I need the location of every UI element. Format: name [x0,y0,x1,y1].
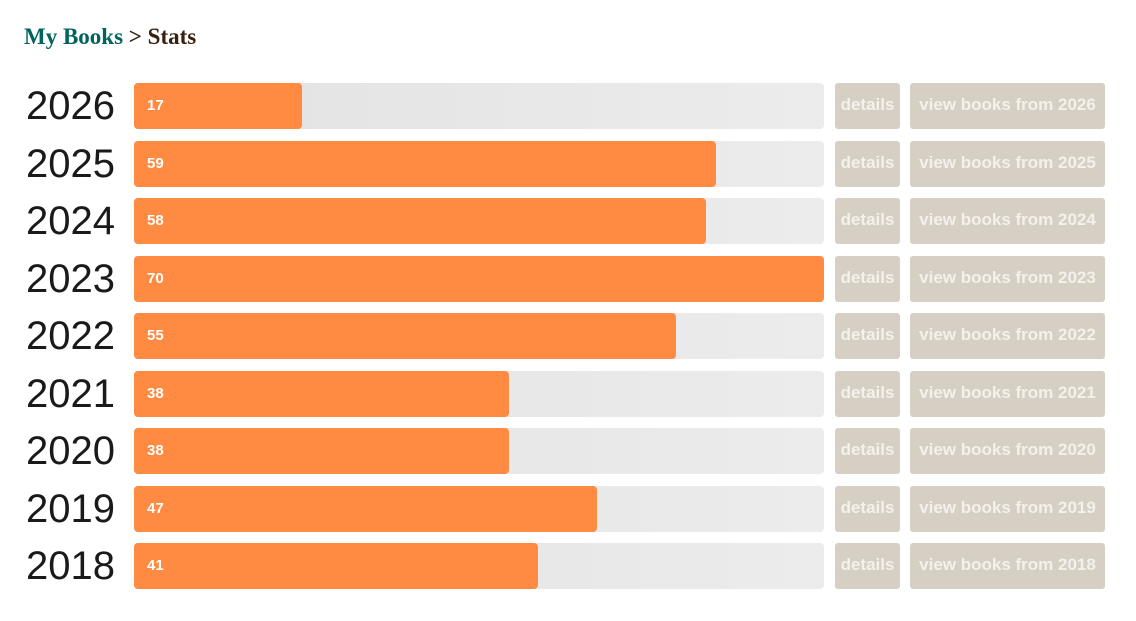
breadcrumb: My Books > Stats [24,24,196,50]
bar-count-label: 55 [147,327,164,344]
bar: 58 [134,198,706,244]
details-button[interactable]: details [835,543,900,589]
bar-count-label: 17 [147,97,164,114]
view-books-button[interactable]: view books from 2024 [910,198,1105,244]
view-books-button[interactable]: view books from 2021 [910,370,1105,417]
details-button[interactable]: details [835,313,900,359]
bar: 17 [134,83,302,129]
year-label: 2026 [26,84,115,128]
view-books-button[interactable]: view books from 2022 [910,313,1105,359]
bar-track: 17 [134,83,824,129]
details-button[interactable]: details [835,83,900,129]
view-books-button[interactable]: view books from 2026 [910,83,1105,129]
breadcrumb-link[interactable]: My Books [24,24,124,49]
bar-count-label: 58 [147,212,164,229]
details-button[interactable]: details [835,140,900,187]
bar-track: 38 [134,370,824,417]
bar: 55 [134,313,677,359]
year-label: 2023 [26,256,115,301]
bar-track: 47 [134,485,824,532]
bar: 38 [134,428,509,474]
year-label: 2021 [26,371,115,416]
view-books-button[interactable]: view books from 2019 [910,485,1105,532]
bar: 38 [134,370,509,417]
view-books-button[interactable]: view books from 2018 [910,543,1105,589]
bar-count-label: 59 [147,154,164,172]
bar-track: 41 [134,543,824,589]
bar-count-label: 47 [147,499,164,517]
year-label: 2024 [26,199,115,243]
view-books-button[interactable]: view books from 2020 [910,428,1105,474]
details-button[interactable]: details [835,485,900,532]
bar-track: 58 [134,198,824,244]
view-books-button[interactable]: view books from 2025 [910,140,1105,187]
details-button[interactable]: details [835,370,900,417]
bar-count-label: 41 [147,557,164,574]
details-button[interactable]: details [835,198,900,244]
year-label: 2018 [26,544,115,588]
bar: 47 [134,485,598,532]
details-button[interactable]: details [835,255,900,302]
year-label: 2025 [26,141,115,186]
bar-count-label: 38 [147,442,164,459]
year-label: 2022 [26,314,115,358]
bar-track: 70 [134,255,824,302]
breadcrumb-current: Stats [147,24,197,49]
bar-count-label: 70 [147,269,164,287]
year-label: 2020 [26,429,115,473]
bar-track: 38 [134,428,824,474]
bar: 70 [134,255,824,302]
bar-count-label: 38 [147,384,164,402]
view-books-button[interactable]: view books from 2023 [910,255,1105,302]
bar-track: 59 [134,140,824,187]
bar: 59 [134,140,716,187]
details-button[interactable]: details [835,428,900,474]
bar-track: 55 [134,313,824,359]
breadcrumb-separator: > [128,24,142,49]
bar: 41 [134,543,539,589]
year-label: 2019 [26,486,115,531]
